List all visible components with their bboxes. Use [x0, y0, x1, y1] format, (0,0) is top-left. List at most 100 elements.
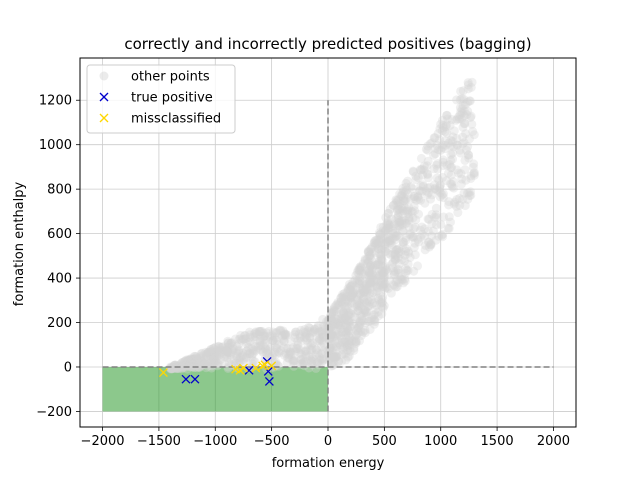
other-point	[346, 297, 356, 307]
other-point	[352, 276, 362, 286]
other-point	[394, 247, 404, 257]
other-point	[429, 150, 439, 160]
other-point	[452, 95, 462, 105]
other-point	[352, 302, 362, 312]
other-point	[421, 240, 431, 250]
other-point	[338, 345, 348, 355]
other-point	[274, 339, 284, 349]
legend-box	[86, 64, 236, 134]
missclassified-marker-stroke-b	[251, 363, 261, 373]
other-point	[293, 336, 303, 346]
other-point	[223, 338, 233, 348]
other-point	[437, 142, 447, 152]
other-point	[301, 335, 311, 345]
other-point	[196, 353, 206, 363]
other-point	[226, 339, 236, 349]
other-point	[354, 290, 364, 300]
other-point	[401, 232, 411, 242]
other-point	[354, 322, 364, 332]
other-point	[172, 361, 182, 371]
other-point	[290, 356, 300, 366]
other-point	[333, 323, 343, 333]
other-point	[366, 295, 376, 305]
other-point	[207, 358, 217, 368]
other-point	[227, 338, 237, 348]
other-point	[423, 169, 433, 179]
other-point	[363, 247, 373, 257]
other-point	[393, 210, 403, 220]
other-point	[224, 358, 234, 368]
other-point	[337, 356, 347, 366]
other-point	[375, 280, 385, 290]
other-point	[427, 138, 437, 148]
other-point	[464, 150, 474, 160]
other-point	[367, 265, 377, 275]
other-point	[388, 226, 398, 236]
other-point	[290, 330, 300, 340]
other-point	[171, 363, 181, 373]
other-point	[430, 184, 440, 194]
other-point	[381, 263, 391, 273]
other-point	[398, 183, 408, 193]
other-point	[446, 163, 456, 173]
other-point	[277, 331, 287, 341]
other-point	[390, 250, 400, 260]
other-point	[401, 194, 411, 204]
other-point	[177, 358, 187, 368]
other-point	[349, 345, 359, 355]
other-point	[365, 292, 375, 302]
other-point	[345, 287, 355, 297]
other-point	[348, 289, 358, 299]
other-point	[191, 356, 201, 366]
other-point	[384, 220, 394, 230]
other-point	[344, 284, 354, 294]
other-point	[401, 264, 411, 274]
other-point	[271, 335, 281, 345]
other-point	[392, 245, 402, 255]
other-point	[381, 265, 391, 275]
other-point	[207, 352, 217, 362]
other-point	[369, 314, 379, 324]
other-point	[223, 336, 233, 346]
other-point	[304, 351, 314, 361]
other-point	[226, 338, 236, 348]
other-point	[208, 344, 218, 354]
other-point	[342, 292, 352, 302]
other-point	[465, 191, 475, 201]
x-tick-label: −500	[254, 434, 290, 449]
other-point	[370, 277, 380, 287]
other-point	[187, 354, 197, 364]
other-point	[251, 335, 261, 345]
other-point	[409, 232, 419, 242]
y-tick-label: 200	[47, 316, 72, 331]
other-point	[466, 190, 476, 200]
other-point	[179, 358, 189, 368]
other-point	[400, 215, 410, 225]
other-point	[236, 352, 246, 362]
other-point	[210, 356, 220, 366]
other-point	[356, 262, 366, 272]
other-point	[329, 319, 339, 329]
other-point	[378, 282, 388, 292]
other-point	[447, 179, 457, 189]
true-positive-marker	[264, 376, 274, 386]
other-point	[446, 141, 456, 151]
other-point	[346, 293, 356, 303]
other-point	[377, 255, 387, 265]
other-point	[365, 324, 375, 334]
other-point	[382, 224, 392, 234]
other-point	[351, 338, 361, 348]
other-point	[279, 343, 289, 353]
other-point	[390, 281, 400, 291]
other-point	[235, 356, 245, 366]
other-point	[355, 301, 365, 311]
other-point	[346, 282, 356, 292]
other-point	[201, 363, 211, 373]
other-point	[424, 214, 434, 224]
other-point	[362, 279, 372, 289]
other-point	[398, 240, 408, 250]
other-point	[380, 261, 390, 271]
other-point	[242, 346, 252, 356]
other-point	[430, 143, 440, 153]
other-point	[168, 363, 178, 373]
